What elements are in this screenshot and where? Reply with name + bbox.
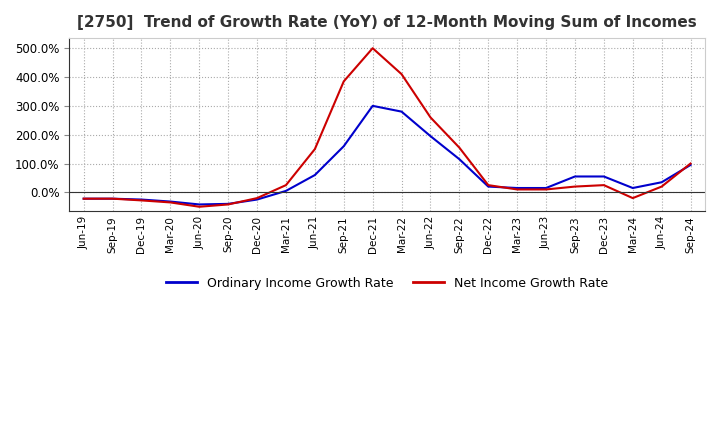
Net Income Growth Rate	[79, 196, 88, 202]
Ordinary Income Growth Rate	[629, 185, 637, 191]
Ordinary Income Growth Rate	[282, 188, 290, 194]
Title: [2750]  Trend of Growth Rate (YoY) of 12-Month Moving Sum of Incomes: [2750] Trend of Growth Rate (YoY) of 12-…	[77, 15, 697, 30]
Net Income Growth Rate	[571, 184, 580, 189]
Ordinary Income Growth Rate	[137, 197, 145, 202]
Ordinary Income Growth Rate	[397, 109, 406, 114]
Net Income Growth Rate	[657, 184, 666, 189]
Ordinary Income Growth Rate	[253, 197, 261, 202]
Net Income Growth Rate	[108, 196, 117, 202]
Ordinary Income Growth Rate	[108, 196, 117, 202]
Ordinary Income Growth Rate	[455, 157, 464, 162]
Net Income Growth Rate	[513, 187, 521, 192]
Ordinary Income Growth Rate	[541, 185, 550, 191]
Ordinary Income Growth Rate	[426, 133, 435, 139]
Net Income Growth Rate	[310, 147, 319, 152]
Ordinary Income Growth Rate	[79, 196, 88, 202]
Net Income Growth Rate	[166, 200, 175, 205]
Ordinary Income Growth Rate	[339, 143, 348, 149]
Net Income Growth Rate	[137, 198, 145, 203]
Net Income Growth Rate	[397, 72, 406, 77]
Net Income Growth Rate	[541, 187, 550, 192]
Ordinary Income Growth Rate	[484, 184, 492, 189]
Ordinary Income Growth Rate	[657, 180, 666, 185]
Net Income Growth Rate	[600, 183, 608, 188]
Net Income Growth Rate	[426, 115, 435, 120]
Net Income Growth Rate	[629, 195, 637, 201]
Ordinary Income Growth Rate	[600, 174, 608, 179]
Net Income Growth Rate	[455, 145, 464, 150]
Net Income Growth Rate	[195, 204, 204, 209]
Net Income Growth Rate	[224, 202, 233, 207]
Net Income Growth Rate	[339, 79, 348, 84]
Net Income Growth Rate	[484, 183, 492, 188]
Line: Net Income Growth Rate: Net Income Growth Rate	[84, 48, 690, 207]
Ordinary Income Growth Rate	[686, 162, 695, 168]
Net Income Growth Rate	[253, 195, 261, 201]
Ordinary Income Growth Rate	[166, 199, 175, 204]
Ordinary Income Growth Rate	[369, 103, 377, 109]
Ordinary Income Growth Rate	[310, 172, 319, 178]
Net Income Growth Rate	[282, 183, 290, 188]
Ordinary Income Growth Rate	[195, 202, 204, 207]
Legend: Ordinary Income Growth Rate, Net Income Growth Rate: Ordinary Income Growth Rate, Net Income …	[161, 272, 613, 295]
Ordinary Income Growth Rate	[571, 174, 580, 179]
Line: Ordinary Income Growth Rate: Ordinary Income Growth Rate	[84, 106, 690, 205]
Net Income Growth Rate	[686, 161, 695, 166]
Net Income Growth Rate	[369, 46, 377, 51]
Ordinary Income Growth Rate	[513, 185, 521, 191]
Ordinary Income Growth Rate	[224, 201, 233, 206]
